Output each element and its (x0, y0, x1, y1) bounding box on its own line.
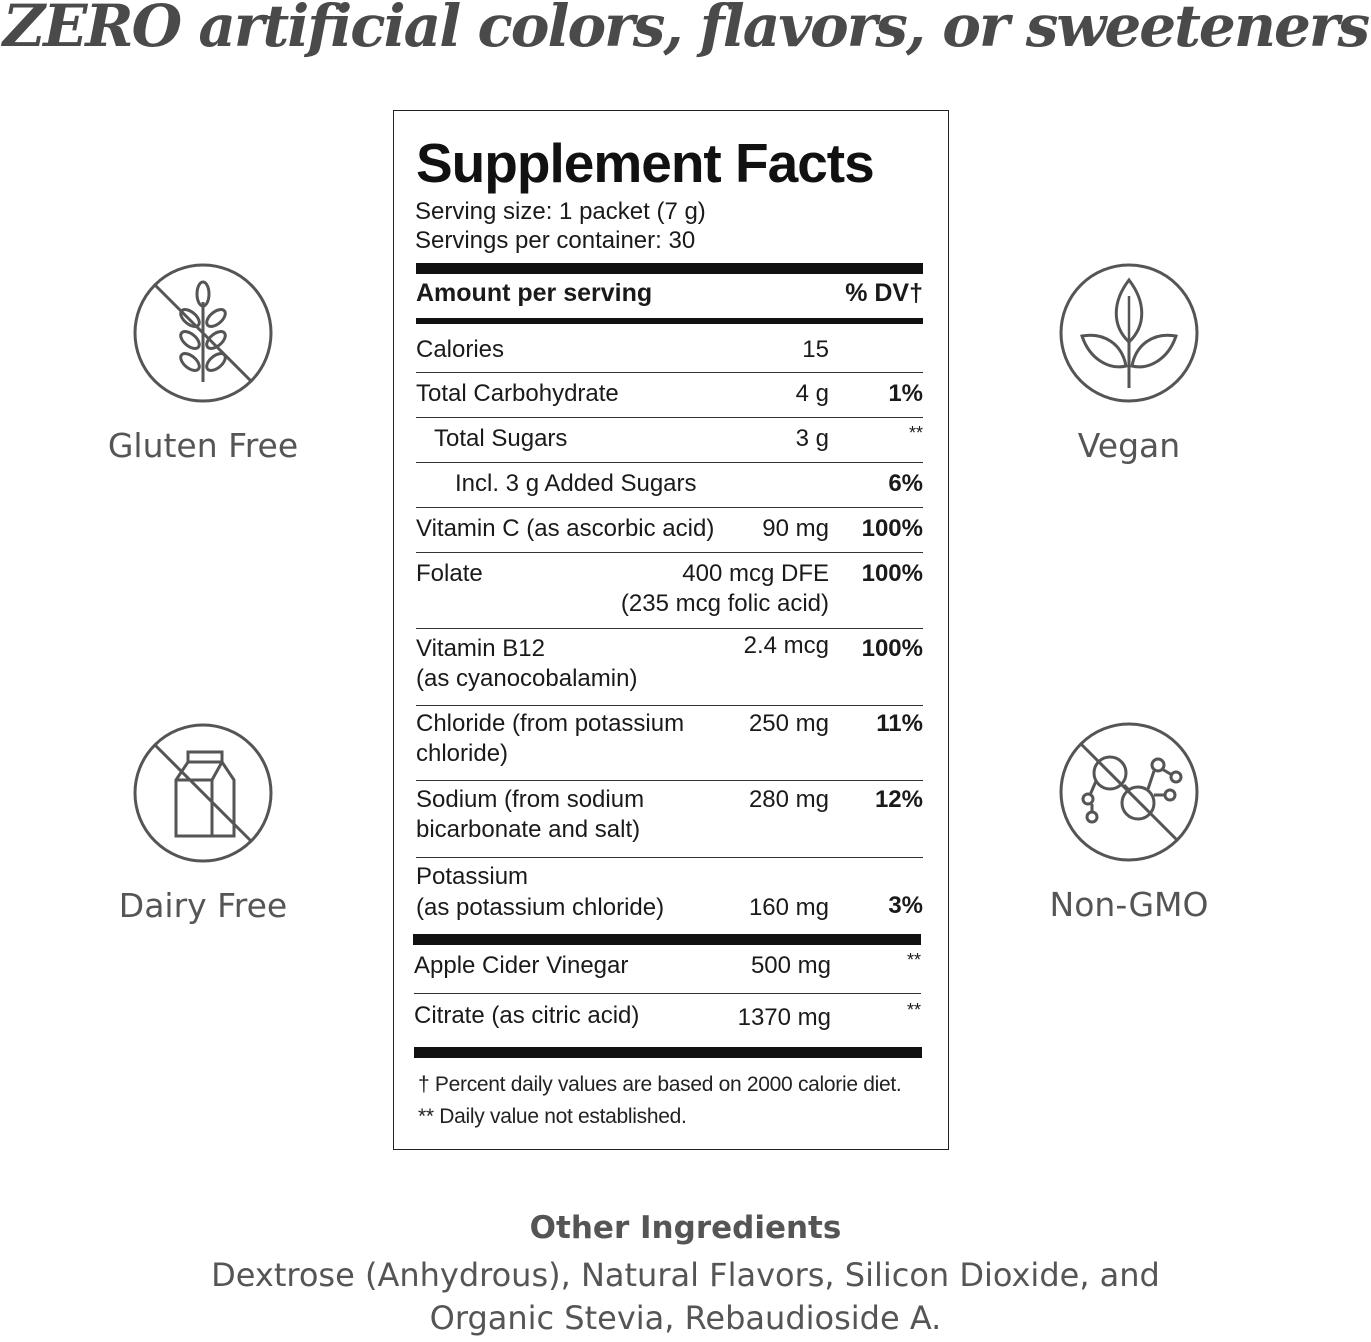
gluten-free-label: Gluten Free (107, 426, 299, 465)
nutrient-name: Apple Cider Vinegar (414, 952, 629, 979)
facts-row-sodium: Sodium (from sodium bicarbonate and salt… (416, 785, 923, 858)
dairy-free-label: Dairy Free (118, 886, 288, 925)
non-gmo-label: Non-GMO (1049, 885, 1209, 924)
nutrient-name-detail: chloride) (416, 740, 509, 767)
facts-row-folate: Folate 400 mcg DFE (235 mcg folic acid) … (416, 559, 923, 629)
facts-row-apple-cider-vinegar: Apple Cider Vinegar 500 mg ** (414, 950, 921, 994)
nutrient-dv: ** (906, 950, 921, 970)
nutrient-dv: ** (906, 1000, 921, 1020)
nutrient-amount: 4 g (795, 380, 829, 407)
footnote-dv: † Percent daily values are based on 2000… (418, 1073, 902, 1096)
nutrient-amount: 280 mg (748, 786, 829, 813)
nutrient-amount: 2.4 mcg (743, 632, 829, 659)
footnote-not-established: ** Daily value not established. (418, 1105, 687, 1128)
serving-info: Serving size: 1 packet (7 g) Servings pe… (415, 197, 706, 255)
nutrient-dv: 11% (876, 710, 923, 737)
nutrient-amount: 1370 mg (737, 1004, 831, 1031)
other-ingredients-line-2: Organic Stevia, Rebaudioside A. (429, 1299, 942, 1337)
nutrient-name: Incl. 3 g Added Sugars (455, 470, 697, 497)
facts-row-potassium: Potassium (as potassium chloride) 160 mg… (416, 862, 923, 932)
gluten-free-badge: Gluten Free (73, 262, 333, 465)
nutrient-name: Total Carbohydrate (416, 380, 619, 407)
footnotes: † Percent daily values are based on 2000… (418, 1069, 902, 1133)
nutrient-name-detail: bicarbonate and salt) (416, 816, 641, 843)
nutrient-amount: 160 mg (748, 894, 829, 921)
nutrient-name: Vitamin C (as ascorbic acid) (416, 515, 715, 542)
supplement-facts-panel: Supplement Facts Serving size: 1 packet … (393, 110, 949, 1150)
nutrient-dv: 6% (888, 470, 923, 497)
facts-row-total-carbohydrate: Total Carbohydrate 4 g 1% (416, 379, 923, 418)
nutrient-name: Calories (416, 336, 505, 363)
nutrient-dv: 100% (861, 560, 923, 587)
servings-per-container: Servings per container: 30 (415, 227, 696, 254)
nutrient-amount: 3 g (795, 425, 829, 452)
nutrient-amount: 400 mcg DFE (682, 560, 829, 587)
molecule-crossed-icon (1059, 722, 1199, 862)
medium-divider (416, 318, 923, 324)
other-ingredients-text: Dextrose (Anhydrous), Natural Flavors, S… (0, 1254, 1371, 1340)
nutrient-name: Citrate (as citric acid) (414, 1002, 640, 1029)
facts-row-vitamin-c: Vitamin C (as ascorbic acid) 90 mg 100% (416, 514, 923, 553)
nutrient-amount: 15 (802, 336, 829, 363)
nutrient-name: Sodium (from sodium (416, 786, 645, 813)
nutrient-dv: 3% (888, 892, 923, 919)
amount-per-serving-label: Amount per serving (416, 279, 653, 307)
amount-header-row: Amount per serving % DV† (416, 279, 923, 308)
vegan-label: Vegan (1077, 426, 1181, 465)
thick-divider-2 (413, 934, 921, 945)
nutrient-name-detail: (as potassium chloride) (416, 894, 665, 921)
nutrient-dv: ** (908, 423, 923, 443)
thick-divider-3 (414, 1047, 922, 1058)
nutrient-dv: 12% (874, 786, 923, 813)
nutrient-name: Vitamin B12 (416, 635, 545, 662)
facts-row-added-sugars: Incl. 3 g Added Sugars 6% (416, 469, 923, 508)
headline: ZERO artificial colors, flavors, or swee… (2, 0, 1370, 60)
nutrient-amount: 250 mg (748, 710, 829, 737)
nutrient-dv: 1% (888, 380, 923, 407)
milk-carton-crossed-icon (133, 723, 273, 863)
nutrient-dv: 100% (861, 635, 923, 662)
nutrient-name: Chloride (from potassium (416, 710, 685, 737)
thick-divider (416, 263, 923, 274)
facts-row-citrate: Citrate (as citric acid) 1370 mg ** (414, 1000, 921, 1041)
nutrient-name-detail: (as cyanocobalamin) (416, 665, 638, 692)
nutrient-dv: 100% (861, 515, 923, 542)
other-ingredients-line-1: Dextrose (Anhydrous), Natural Flavors, S… (211, 1256, 1160, 1294)
other-ingredients-title: Other Ingredients (529, 1210, 842, 1246)
facts-row-vitamin-b12: Vitamin B12 (as cyanocobalamin) 2.4 mcg … (416, 632, 923, 706)
facts-title: Supplement Facts (416, 132, 875, 194)
facts-row-total-sugars: Total Sugars 3 g ** (416, 423, 923, 463)
non-gmo-badge: Non-GMO (999, 721, 1259, 924)
facts-row-chloride: Chloride (from potassium chloride) 250 m… (416, 709, 923, 781)
nutrient-name: Folate (416, 560, 483, 587)
dv-header-label: % DV† (845, 279, 923, 307)
nutrient-amount: 90 mg (762, 515, 829, 542)
facts-row-calories: Calories 15 (416, 335, 923, 373)
nutrient-amount: 500 mg (750, 952, 831, 979)
serving-size: Serving size: 1 packet (7 g) (415, 198, 706, 225)
nutrient-amount-detail: (235 mcg folic acid) (620, 590, 829, 617)
nutrient-name: Total Sugars (434, 425, 568, 452)
dairy-free-badge: Dairy Free (73, 722, 333, 925)
vegan-badge: Vegan (999, 262, 1259, 465)
nutrient-name: Potassium (416, 863, 529, 890)
leaf-icon (1059, 263, 1199, 403)
wheat-crossed-icon (133, 263, 273, 403)
